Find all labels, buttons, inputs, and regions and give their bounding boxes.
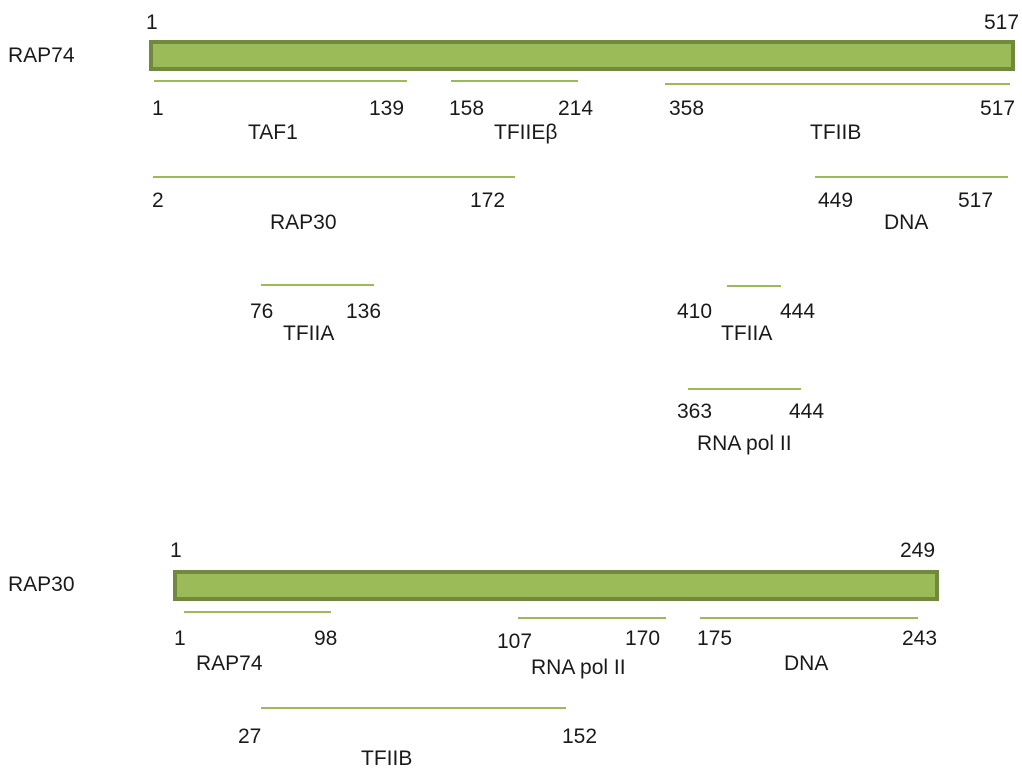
region-start-label: 363 <box>677 400 712 423</box>
binding-region: 1 139 TAF1 <box>152 80 407 144</box>
region-partner-label: TFIIA <box>283 322 334 345</box>
binding-region: 1 98 RAP74 <box>174 611 337 675</box>
region-partner-label: RNA pol II <box>697 432 792 455</box>
region-end-label: 152 <box>562 725 597 748</box>
region-partner-label: TFIIA <box>721 322 772 345</box>
region-start-label: 410 <box>677 300 712 323</box>
binding-region: 2 172 RAP30 <box>152 176 515 234</box>
binding-region: 76 136 TFIIA <box>250 284 381 345</box>
region-start-label: 2 <box>152 189 164 212</box>
region-end-label: 139 <box>369 97 404 120</box>
region-partner-label: TFIIEβ <box>494 121 557 144</box>
binding-region: 175 243 DNA <box>697 617 937 675</box>
region-start-label: 1 <box>152 97 164 120</box>
protein-bar <box>149 40 1015 71</box>
binding-region: 363 444 RNA pol II <box>677 388 824 455</box>
region-start-label: 175 <box>697 627 732 650</box>
region-end-label: 170 <box>625 627 660 650</box>
binding-region: 27 152 TFIIB <box>238 707 597 769</box>
protein-rap74: RAP74 1 517 1 139 TAF1 158 214 TFIIEβ 35… <box>8 11 1019 455</box>
region-partner-label: TFIIB <box>810 121 861 144</box>
region-partner-label: RAP74 <box>196 652 263 675</box>
region-start-label: 449 <box>818 189 853 212</box>
region-partner-label: RAP30 <box>270 211 337 234</box>
region-partner-label: RNA pol II <box>531 656 626 679</box>
region-end-label: 98 <box>314 627 337 650</box>
region-end-label: 172 <box>470 189 505 212</box>
binding-region: 358 517 TFIIB <box>665 83 1015 144</box>
region-partner-label: TAF1 <box>248 121 298 144</box>
region-start-label: 158 <box>449 97 484 120</box>
protein-start-label: 1 <box>170 539 182 562</box>
protein-name-label: RAP74 <box>8 44 75 67</box>
region-partner-label: DNA <box>884 211 928 234</box>
region-start-label: 358 <box>669 97 704 120</box>
region-start-label: 76 <box>250 300 273 323</box>
region-start-label: 1 <box>174 627 186 650</box>
region-partner-label: DNA <box>784 652 828 675</box>
region-end-label: 136 <box>346 300 381 323</box>
region-end-label: 517 <box>980 97 1015 120</box>
region-partner-label: TFIIB <box>361 747 412 769</box>
protein-end-label: 249 <box>900 539 935 562</box>
region-end-label: 517 <box>958 189 993 212</box>
protein-end-label: 517 <box>984 11 1019 34</box>
region-start-label: 27 <box>238 725 261 748</box>
protein-rap30: RAP30 1 249 1 98 RAP74 107 170 RNA pol I… <box>8 539 939 769</box>
protein-name-label: RAP30 <box>8 573 75 596</box>
region-end-label: 214 <box>558 97 593 120</box>
region-end-label: 243 <box>902 627 937 650</box>
binding-region: 449 517 DNA <box>815 176 1008 234</box>
binding-region: 107 170 RNA pol II <box>497 617 666 679</box>
region-end-label: 444 <box>789 400 824 423</box>
binding-region: 158 214 TFIIEβ <box>449 80 593 144</box>
region-start-label: 107 <box>497 630 532 653</box>
region-end-label: 444 <box>780 300 815 323</box>
binding-region: 410 444 TFIIA <box>677 285 815 345</box>
protein-bar <box>173 570 939 601</box>
protein-start-label: 1 <box>146 11 158 34</box>
